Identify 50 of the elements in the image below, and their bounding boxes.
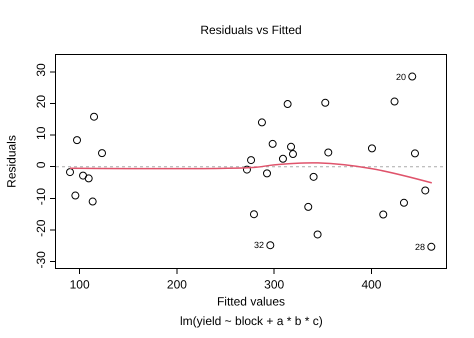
point (288, 150, 297, 158)
y-tick-label: 20 (34, 94, 48, 108)
point (258, 118, 266, 126)
chart-title: Residuals vs Fitted (200, 22, 302, 37)
point (247, 156, 256, 164)
point (421, 186, 430, 194)
x-tick-label: 200 (166, 277, 188, 292)
point (66, 168, 74, 176)
point (88, 198, 97, 206)
point (79, 172, 88, 180)
y-tick-label: -20 (34, 219, 48, 237)
point (427, 242, 436, 251)
y-tick-label: 30 (34, 62, 48, 77)
y-axis-title: Residuals (4, 135, 18, 188)
point (268, 140, 277, 148)
annotation: 20 (396, 72, 406, 82)
point (73, 136, 82, 144)
point (321, 98, 330, 107)
point (266, 241, 274, 250)
point (284, 100, 292, 108)
point (310, 172, 318, 181)
point (368, 144, 376, 152)
x-tick-label: 300 (264, 277, 285, 292)
point (90, 112, 98, 121)
point (314, 230, 322, 238)
x-tick-label: 400 (361, 277, 382, 292)
point (263, 169, 271, 178)
x-axis-title: Fitted values (216, 294, 286, 308)
y-tick-label: -10 (34, 188, 48, 206)
text: lm(yield ~ block + a * b * c) (180, 314, 323, 328)
point (390, 98, 399, 106)
point (410, 149, 419, 158)
point (242, 166, 251, 174)
annotation: 32 (254, 240, 264, 250)
y-tick-label: 0 (34, 161, 48, 168)
y-tick-label: -30 (34, 250, 48, 269)
point (98, 149, 106, 158)
point (379, 210, 388, 219)
point (84, 174, 93, 182)
point (324, 148, 332, 156)
point (71, 192, 80, 200)
annotation: 28 (415, 242, 426, 252)
point (278, 154, 287, 163)
point (408, 72, 416, 81)
point (304, 202, 312, 211)
point (250, 210, 258, 218)
y-tick-label: 10 (34, 126, 48, 140)
x-tick-label: 100 (70, 277, 90, 292)
point (287, 142, 296, 151)
point (400, 198, 408, 207)
